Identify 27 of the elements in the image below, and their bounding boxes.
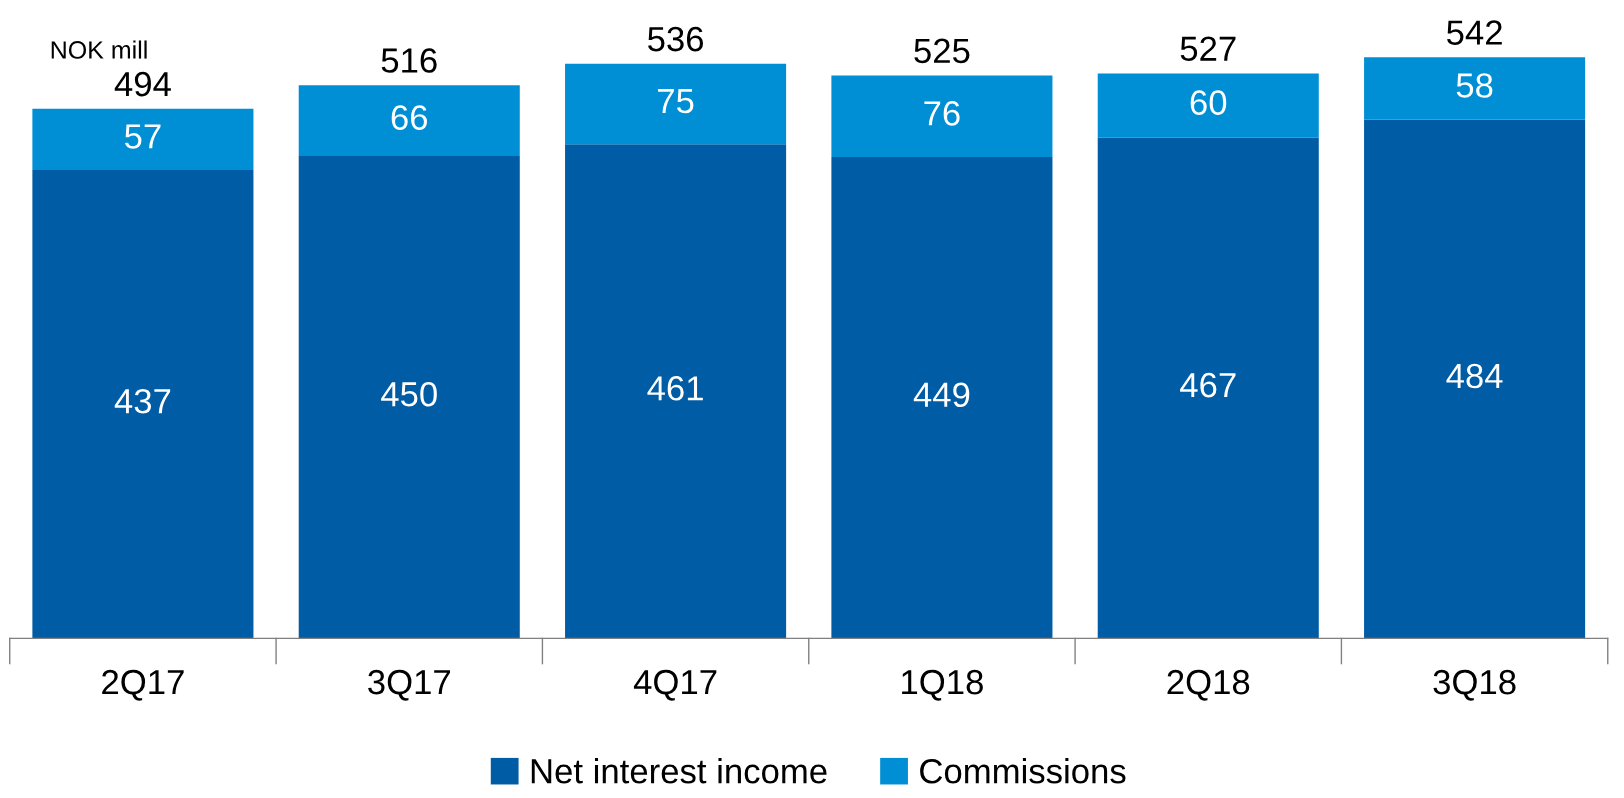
- data-label: 66: [391, 105, 428, 130]
- total-label: 516: [381, 48, 437, 73]
- total-label: 525: [914, 38, 970, 64]
- data-label: 484: [1446, 363, 1503, 389]
- x-tick-label: 1Q18: [902, 669, 983, 701]
- data-label: 57: [124, 124, 161, 149]
- total-label: 542: [1447, 20, 1502, 45]
- data-label: 58: [1456, 73, 1493, 98]
- data-label: 437: [114, 388, 171, 414]
- x-tick-label: 3Q18: [1433, 669, 1516, 701]
- data-label: 467: [1180, 372, 1236, 398]
- data-label: 450: [381, 381, 437, 407]
- total-label: 494: [114, 71, 171, 97]
- x-tick-label: 4Q17: [633, 669, 717, 701]
- x-tick-label: 2Q18: [1167, 669, 1250, 701]
- data-label: 449: [913, 382, 970, 408]
- legend-label: Commissions: [920, 758, 1126, 784]
- data-label: 76: [924, 101, 960, 126]
- data-label: 461: [647, 376, 703, 401]
- data-label: 60: [1190, 90, 1227, 115]
- y-axis-title: NOK mill: [51, 40, 147, 59]
- data-label: 75: [658, 89, 694, 114]
- total-label: 536: [648, 26, 704, 52]
- x-tick-label: 2Q17: [102, 669, 184, 701]
- total-label: 527: [1180, 36, 1236, 62]
- legend-label: Net interest income: [531, 758, 827, 784]
- x-tick-label: 3Q17: [368, 669, 450, 701]
